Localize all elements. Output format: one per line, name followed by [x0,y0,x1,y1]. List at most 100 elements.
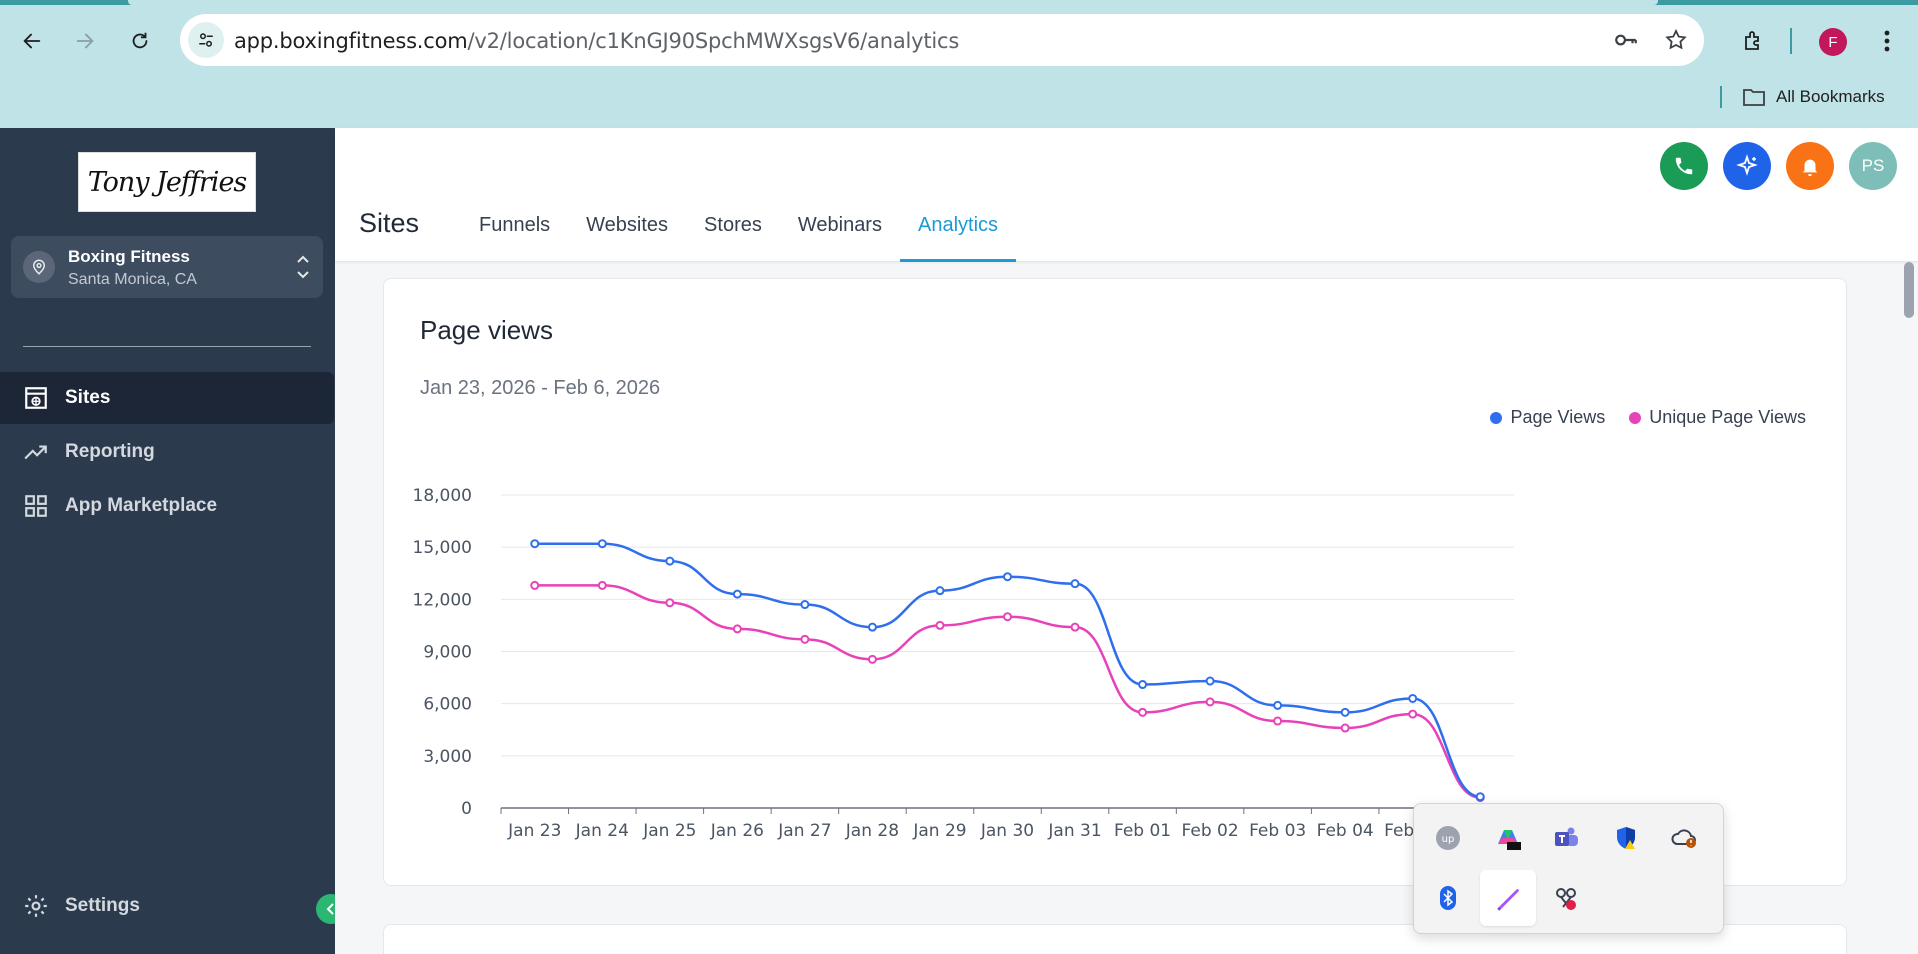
company-logo[interactable]: Tony Jeffries [78,152,256,212]
reload-button[interactable] [123,24,157,58]
data-point [867,654,877,664]
teams-icon[interactable] [1546,818,1586,858]
data-point [1340,707,1350,717]
x-tick-label: Jan 29 [912,821,966,841]
forward-arrow-icon [76,33,94,49]
data-point [800,634,810,644]
chevron-up-down-icon [297,255,309,279]
onedrive-warning-icon[interactable] [1665,818,1705,858]
tab-websites[interactable]: Websites [586,214,669,236]
url-path: /v2/location/c1KnGJ90SpchMWXsgsV6/analyt… [467,29,960,53]
grid-icon [22,492,50,520]
y-tick-label: 3,000 [423,747,472,767]
x-tick-label: Feb 01 [1114,821,1171,841]
x-tick-label: Jan 26 [710,821,764,841]
forward-button[interactable] [68,24,102,58]
all-bookmarks-button[interactable]: All Bookmarks [1720,84,1885,110]
legend-item-unique-page-views[interactable]: Unique Page Views [1629,407,1806,428]
all-bookmarks-label: All Bookmarks [1776,87,1885,106]
data-point [732,589,742,599]
notifications-button[interactable] [1786,142,1834,190]
password-key-icon[interactable] [1612,26,1640,54]
upwork-icon[interactable]: up [1428,818,1468,858]
legend-dot [1629,411,1642,424]
data-point [935,620,945,630]
page-title: Sites [359,208,420,238]
data-point [665,598,675,608]
snip-icon[interactable] [1546,878,1586,918]
sidebar-item-app-marketplace[interactable]: App Marketplace [0,480,335,532]
toolbar-separator [1790,28,1792,54]
sidebar-item-settings[interactable]: Settings [0,880,335,932]
pen-icon[interactable] [1480,870,1536,926]
x-tick-label: Jan 30 [980,821,1034,841]
location-switcher[interactable]: Boxing Fitness Santa Monica, CA [11,236,323,298]
scrollbar-thumb[interactable] [1904,262,1914,318]
data-point [1070,579,1080,589]
data-point [530,580,540,590]
sidebar-divider [23,346,311,347]
x-tick-label: Feb 02 [1182,821,1239,841]
address-bar[interactable]: app.boxingfitness.com/v2/location/c1KnGJ… [180,14,1704,66]
data-point [1408,693,1418,703]
legend-dot [1490,411,1503,424]
data-point [1475,792,1485,802]
tune-icon [199,33,213,47]
x-tick-label: Jan 28 [845,821,899,841]
location-pin-icon [23,251,55,283]
back-button[interactable] [15,24,49,58]
copilot-icon[interactable] [1488,818,1528,858]
data-point [1340,723,1350,733]
main-content: PS Sites Funnels Websites Stores Webinar… [335,128,1918,954]
bell-icon [1802,159,1818,177]
location-name: Boxing Fitness [68,247,190,266]
sidebar-item-sites[interactable]: Sites [0,372,334,424]
tab-webinars[interactable]: Webinars [797,214,882,236]
legend-item-page-views[interactable]: Page Views [1490,407,1605,428]
tab-funnels[interactable]: Funnels [479,214,551,236]
page-views-line-chart: 0 3,000 6,000 9,000 12,000 15,000 18,000 Jan 23… [413,486,1515,841]
reload-icon [132,32,148,49]
defender-icon[interactable] [1606,818,1646,858]
phone-button[interactable] [1660,142,1708,190]
x-tick-label: Jan 25 [642,821,696,841]
y-tick-label: 12,000 [413,590,472,610]
sites-icon [22,384,50,412]
main-header: PS Sites Funnels Websites Stores Webinar… [335,128,1918,262]
bookmark-star-icon[interactable] [1662,26,1690,54]
x-tick-label: Jan 24 [575,821,629,841]
tab-strip [0,0,1918,5]
back-arrow-icon [23,33,41,49]
data-point [597,580,607,590]
user-avatar[interactable]: PS [1849,142,1897,190]
tab-analytics[interactable]: Analytics [899,208,1017,262]
sidebar-item-label: App Marketplace [65,495,218,516]
x-tick-label: Feb 03 [1249,821,1306,841]
page-scrollbar[interactable] [1901,262,1916,954]
site-info-button[interactable] [188,22,224,58]
svg-text:up: up [1442,834,1455,845]
y-tick-label: 18,000 [413,486,472,506]
data-point [867,622,877,632]
y-tick-label: 9,000 [423,643,472,663]
series-line-page-views [534,542,1481,798]
chart-legend: Page Views Unique Page Views [1490,407,1806,428]
url-text[interactable]: app.boxingfitness.com/v2/location/c1KnGJ… [234,29,959,53]
data-point [1273,716,1283,726]
data-point [1003,612,1012,622]
date-range: Jan 23, 2026 - Feb 6, 2026 [420,377,661,399]
active-browser-tab[interactable] [128,0,1658,5]
data-point [1205,676,1215,686]
extensions-puzzle-icon[interactable] [1736,24,1770,58]
bluetooth-icon[interactable] [1428,878,1468,918]
page-views-card: Page views Jan 23, 2026 - Feb 6, 2026 Pa… [383,278,1847,886]
tab-stores[interactable]: Stores [704,214,762,236]
profile-avatar[interactable]: F [1819,28,1847,56]
data-point [1408,709,1418,719]
data-point [1003,572,1012,582]
x-tick-label: Jan 31 [1047,821,1101,841]
ai-assistant-button[interactable] [1723,142,1771,190]
chrome-menu-icon[interactable] [1870,24,1904,58]
x-tick-label: Jan 27 [777,821,831,841]
sidebar-item-reporting[interactable]: Reporting [0,426,335,478]
